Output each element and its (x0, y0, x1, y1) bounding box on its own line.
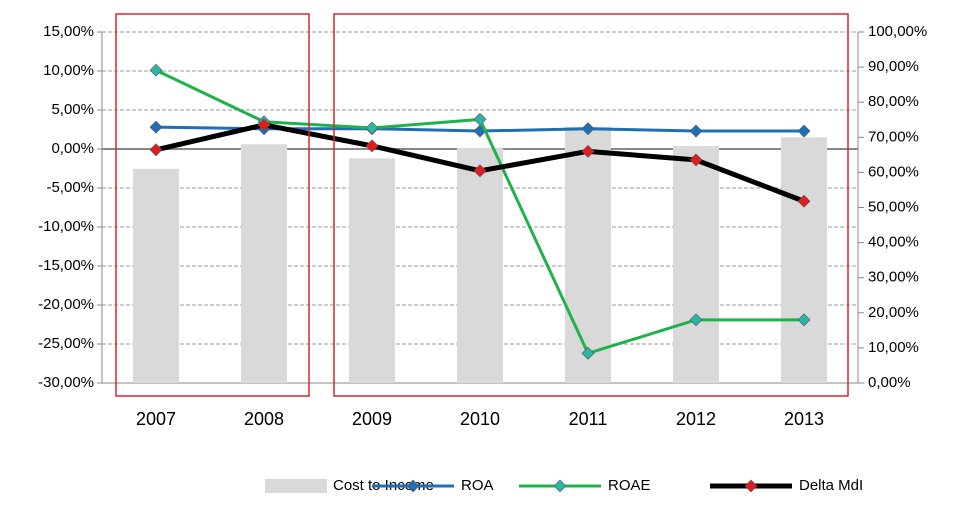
y-tick-label: -30,00% (38, 374, 94, 391)
marker (689, 124, 703, 138)
legend-marker (744, 479, 758, 493)
y2-tick-label: 100,00% (868, 23, 927, 40)
legend-swatch (265, 479, 327, 493)
marker (473, 164, 487, 178)
legend-marker (553, 479, 567, 493)
y2-tick-label: 30,00% (868, 269, 919, 286)
highlight-box (333, 13, 849, 397)
y-tick-label: 5,00% (51, 101, 94, 118)
y2-tick-label: 90,00% (868, 58, 919, 75)
bar (241, 144, 287, 383)
y2-tick-label: 0,00% (868, 374, 911, 391)
x-tick-label: 2012 (676, 409, 716, 429)
bar (133, 168, 179, 383)
y-tick-label: -20,00% (38, 296, 94, 313)
legend-label: ROAE (608, 477, 651, 494)
legend-marker (406, 479, 420, 493)
y-tick-label: -25,00% (38, 335, 94, 352)
marker (581, 122, 595, 136)
marker (797, 194, 811, 208)
x-tick-label: 2011 (569, 409, 608, 429)
y-tick-label: -10,00% (38, 218, 94, 235)
y-tick-label: -15,00% (38, 257, 94, 274)
y-tick-label: -5,00% (46, 179, 94, 196)
bar (457, 147, 503, 383)
marker (581, 346, 595, 360)
y2-tick-label: 10,00% (868, 339, 919, 356)
y-tick-label: 10,00% (43, 62, 94, 79)
bar (781, 137, 827, 383)
x-tick-label: 2008 (244, 409, 284, 429)
marker (473, 112, 487, 126)
x-tick-label: 2007 (136, 409, 176, 429)
y-tick-label: 0,00% (51, 140, 94, 157)
x-tick-label: 2010 (460, 409, 500, 429)
legend-label: ROA (461, 477, 494, 494)
legend-label: Delta MdI (799, 477, 863, 494)
marker (149, 63, 163, 77)
marker (365, 121, 379, 135)
y2-tick-label: 70,00% (868, 128, 919, 145)
y2-tick-label: 80,00% (868, 93, 919, 110)
marker (365, 139, 379, 153)
y2-tick-label: 20,00% (868, 304, 919, 321)
marker (257, 118, 271, 132)
marker (581, 144, 595, 158)
highlight-box (115, 13, 310, 397)
marker (797, 124, 811, 138)
marker (149, 120, 163, 134)
marker (149, 143, 163, 157)
y2-tick-label: 50,00% (868, 198, 919, 215)
plot: -30,00% -25,00% -20,00% -15,00% -10,00% -5,00… (38, 23, 927, 494)
marker (797, 313, 811, 327)
bar (349, 158, 395, 383)
marker (689, 313, 703, 327)
y2-tick-label: 60,00% (868, 163, 919, 180)
bar (673, 146, 719, 383)
y-tick-label: 15,00% (43, 23, 94, 40)
bar (565, 126, 611, 384)
x-tick-label: 2009 (352, 409, 392, 429)
y2-tick-label: 40,00% (868, 234, 919, 251)
x-tick-label: 2013 (784, 409, 824, 429)
marker (689, 153, 703, 167)
